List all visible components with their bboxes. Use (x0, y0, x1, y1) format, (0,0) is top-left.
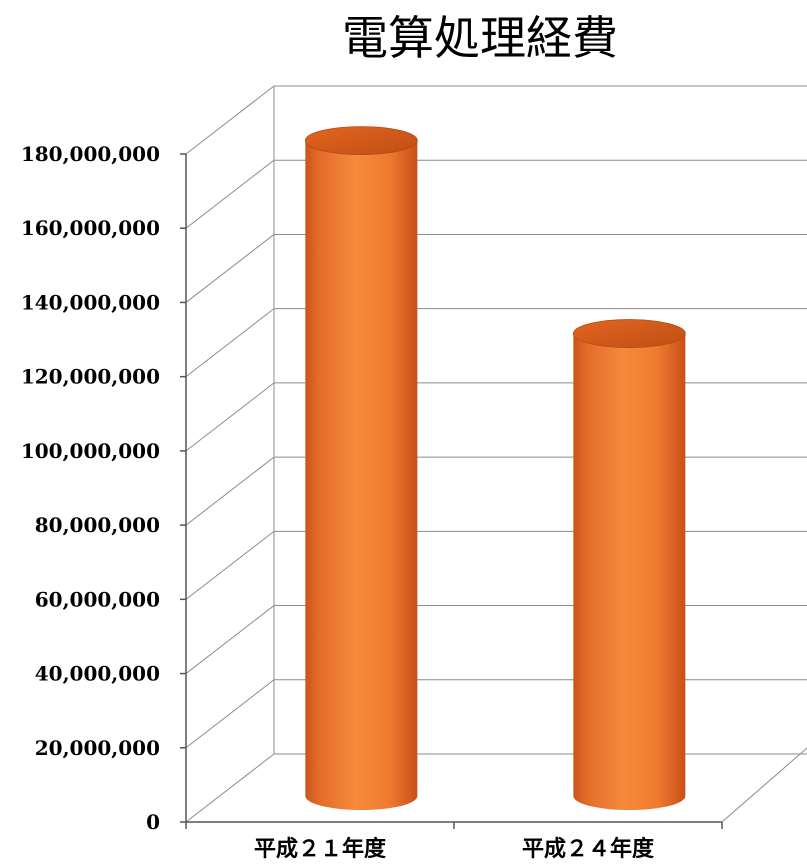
y-tick-label: 140,000,000 (21, 290, 160, 314)
gridline-diagonal (185, 308, 275, 378)
floor-edge (721, 747, 807, 823)
y-axis-tick-labels: 0 20,000,000 40,000,000 60,000,000 80,000,00… (21, 142, 160, 834)
bar-top (304, 126, 418, 155)
y-tick-label: 100,000,000 (21, 439, 160, 463)
gridlines (185, 85, 807, 823)
bar-body (305, 140, 418, 811)
gridline-diagonal (185, 159, 275, 229)
y-tick-label: 80,000,000 (35, 513, 160, 537)
bar-2 (572, 319, 686, 811)
y-tick-label: 120,000,000 (21, 365, 160, 389)
gridline-diagonal (185, 530, 275, 600)
gridline-diagonal (185, 456, 275, 526)
bar-body (573, 333, 686, 811)
y-tick-label: 180,000,000 (21, 142, 160, 166)
x-tick-label: 平成２１年度 (254, 836, 387, 862)
y-tick-label: 0 (146, 810, 160, 834)
y-tick-label: 40,000,000 (35, 662, 160, 686)
y-tick-label: 60,000,000 (35, 587, 160, 611)
bar-top (572, 319, 686, 348)
gridline-diagonal (185, 679, 275, 749)
chart-title: 電算処理経費 (342, 11, 618, 65)
gridline-diagonal (185, 85, 275, 155)
y-tick-label: 160,000,000 (21, 216, 160, 240)
x-axis-tick-labels: 平成２１年度 平成２４年度 (254, 836, 655, 862)
bars (304, 126, 686, 811)
gridline-diagonal (185, 753, 275, 823)
chart-axes (180, 153, 723, 829)
y-tick-label: 20,000,000 (35, 736, 160, 760)
x-tick-label: 平成２４年度 (522, 836, 655, 862)
bar-1 (304, 126, 418, 811)
gridline-diagonal (185, 234, 275, 303)
gridline-diagonal (185, 605, 275, 674)
gridline-diagonal (185, 382, 275, 452)
